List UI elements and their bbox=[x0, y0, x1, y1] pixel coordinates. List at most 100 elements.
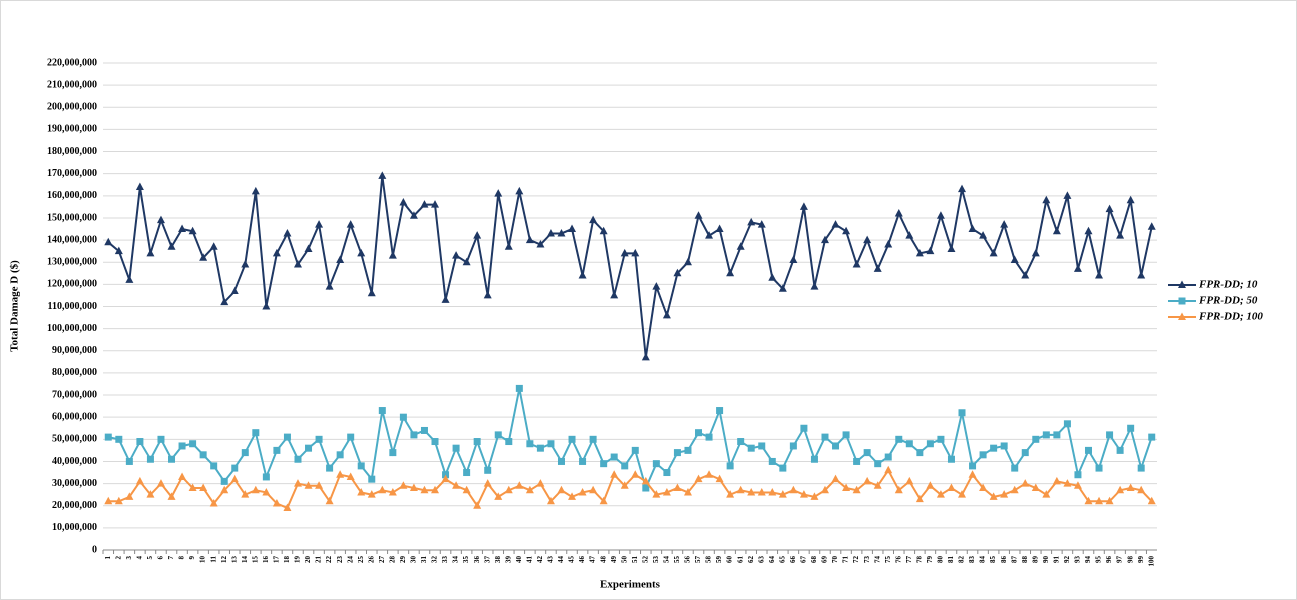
data-point bbox=[167, 492, 176, 500]
data-point bbox=[768, 273, 777, 281]
data-point bbox=[1021, 271, 1030, 279]
data-point bbox=[367, 490, 376, 498]
data-point bbox=[894, 485, 903, 494]
data-point bbox=[441, 295, 450, 303]
data-point bbox=[336, 470, 345, 478]
data-point bbox=[810, 492, 819, 500]
data-point bbox=[125, 457, 133, 465]
data-point bbox=[694, 211, 703, 219]
data-point bbox=[452, 444, 460, 452]
data-point bbox=[178, 442, 186, 450]
data-point bbox=[1000, 442, 1008, 450]
data-point bbox=[894, 209, 903, 217]
data-point bbox=[673, 483, 682, 492]
data-point bbox=[1095, 271, 1104, 279]
data-point bbox=[737, 438, 745, 446]
data-point bbox=[357, 248, 366, 257]
x-tick-label: 75 bbox=[884, 556, 892, 564]
data-point bbox=[726, 268, 735, 277]
data-point bbox=[546, 496, 555, 505]
x-tick-label: 93 bbox=[1074, 556, 1082, 564]
data-point bbox=[958, 490, 967, 498]
x-tick-label: 39 bbox=[504, 556, 512, 564]
x-tick-label: 87 bbox=[1010, 556, 1018, 564]
x-tick-label: 77 bbox=[905, 556, 913, 564]
data-point bbox=[915, 494, 924, 503]
data-point bbox=[315, 435, 323, 443]
x-tick-label: 64 bbox=[768, 556, 776, 564]
data-point bbox=[568, 435, 576, 443]
data-point bbox=[473, 438, 481, 446]
data-point bbox=[926, 246, 935, 255]
data-point bbox=[947, 244, 956, 252]
data-point bbox=[853, 457, 861, 465]
data-point bbox=[114, 496, 123, 505]
data-point bbox=[209, 499, 218, 507]
data-point bbox=[579, 457, 587, 465]
x-tick-label: 61 bbox=[736, 556, 744, 564]
data-point bbox=[420, 426, 428, 434]
x-tick-label: 33 bbox=[441, 556, 449, 564]
x-tick-label: 58 bbox=[705, 556, 713, 564]
data-point bbox=[1084, 226, 1093, 235]
data-point bbox=[315, 220, 324, 228]
data-point bbox=[1052, 476, 1061, 485]
x-tick-label: 37 bbox=[483, 556, 491, 564]
data-point bbox=[525, 485, 534, 494]
data-point bbox=[167, 242, 176, 250]
data-point bbox=[1053, 431, 1061, 439]
data-point bbox=[293, 479, 302, 487]
data-point bbox=[1105, 496, 1114, 505]
x-tick-label: 18 bbox=[283, 556, 291, 564]
data-point bbox=[747, 217, 756, 226]
data-point bbox=[1116, 231, 1125, 239]
y-tick-label: 80,000,000 bbox=[52, 367, 97, 378]
data-point bbox=[409, 483, 418, 492]
data-point bbox=[462, 257, 471, 266]
data-point bbox=[852, 485, 861, 494]
x-tick-label: 78 bbox=[915, 556, 923, 564]
data-point bbox=[600, 460, 608, 468]
data-point bbox=[599, 226, 608, 235]
data-point bbox=[1021, 449, 1029, 457]
data-point bbox=[220, 297, 229, 306]
x-tick-label: 56 bbox=[684, 556, 692, 564]
data-point bbox=[726, 462, 734, 470]
data-point bbox=[1137, 271, 1146, 279]
data-point bbox=[1042, 431, 1050, 439]
data-point bbox=[652, 282, 661, 290]
data-point bbox=[610, 470, 619, 478]
y-tick-label: 110,000,000 bbox=[48, 301, 97, 312]
x-tick-label: 45 bbox=[568, 556, 576, 564]
data-point bbox=[388, 251, 397, 259]
data-point bbox=[326, 464, 334, 472]
x-tick-label: 23 bbox=[336, 556, 344, 564]
data-point bbox=[820, 485, 829, 494]
legend-marker bbox=[1178, 297, 1186, 305]
data-point bbox=[441, 474, 450, 483]
x-tick-label: 14 bbox=[241, 556, 249, 564]
data-point bbox=[969, 462, 977, 470]
x-tick-label: 90 bbox=[1042, 556, 1050, 564]
data-point bbox=[799, 202, 808, 210]
x-tick-label: 27 bbox=[378, 556, 386, 564]
data-point bbox=[989, 248, 998, 257]
data-point bbox=[283, 433, 291, 441]
data-point bbox=[283, 503, 292, 511]
data-point bbox=[1000, 220, 1009, 228]
data-point bbox=[209, 242, 218, 250]
x-tick-label: 48 bbox=[599, 556, 607, 564]
x-tick-label: 19 bbox=[294, 556, 302, 564]
y-tick-label: 10,000,000 bbox=[52, 522, 97, 533]
x-tick-label: 2 bbox=[114, 556, 122, 560]
data-point bbox=[726, 490, 735, 498]
x-tick-label: 86 bbox=[1000, 556, 1008, 564]
data-point bbox=[979, 483, 988, 492]
data-point bbox=[884, 465, 893, 474]
data-point bbox=[1042, 195, 1051, 204]
data-point bbox=[420, 485, 429, 494]
data-point bbox=[125, 275, 134, 283]
data-point bbox=[905, 440, 913, 448]
